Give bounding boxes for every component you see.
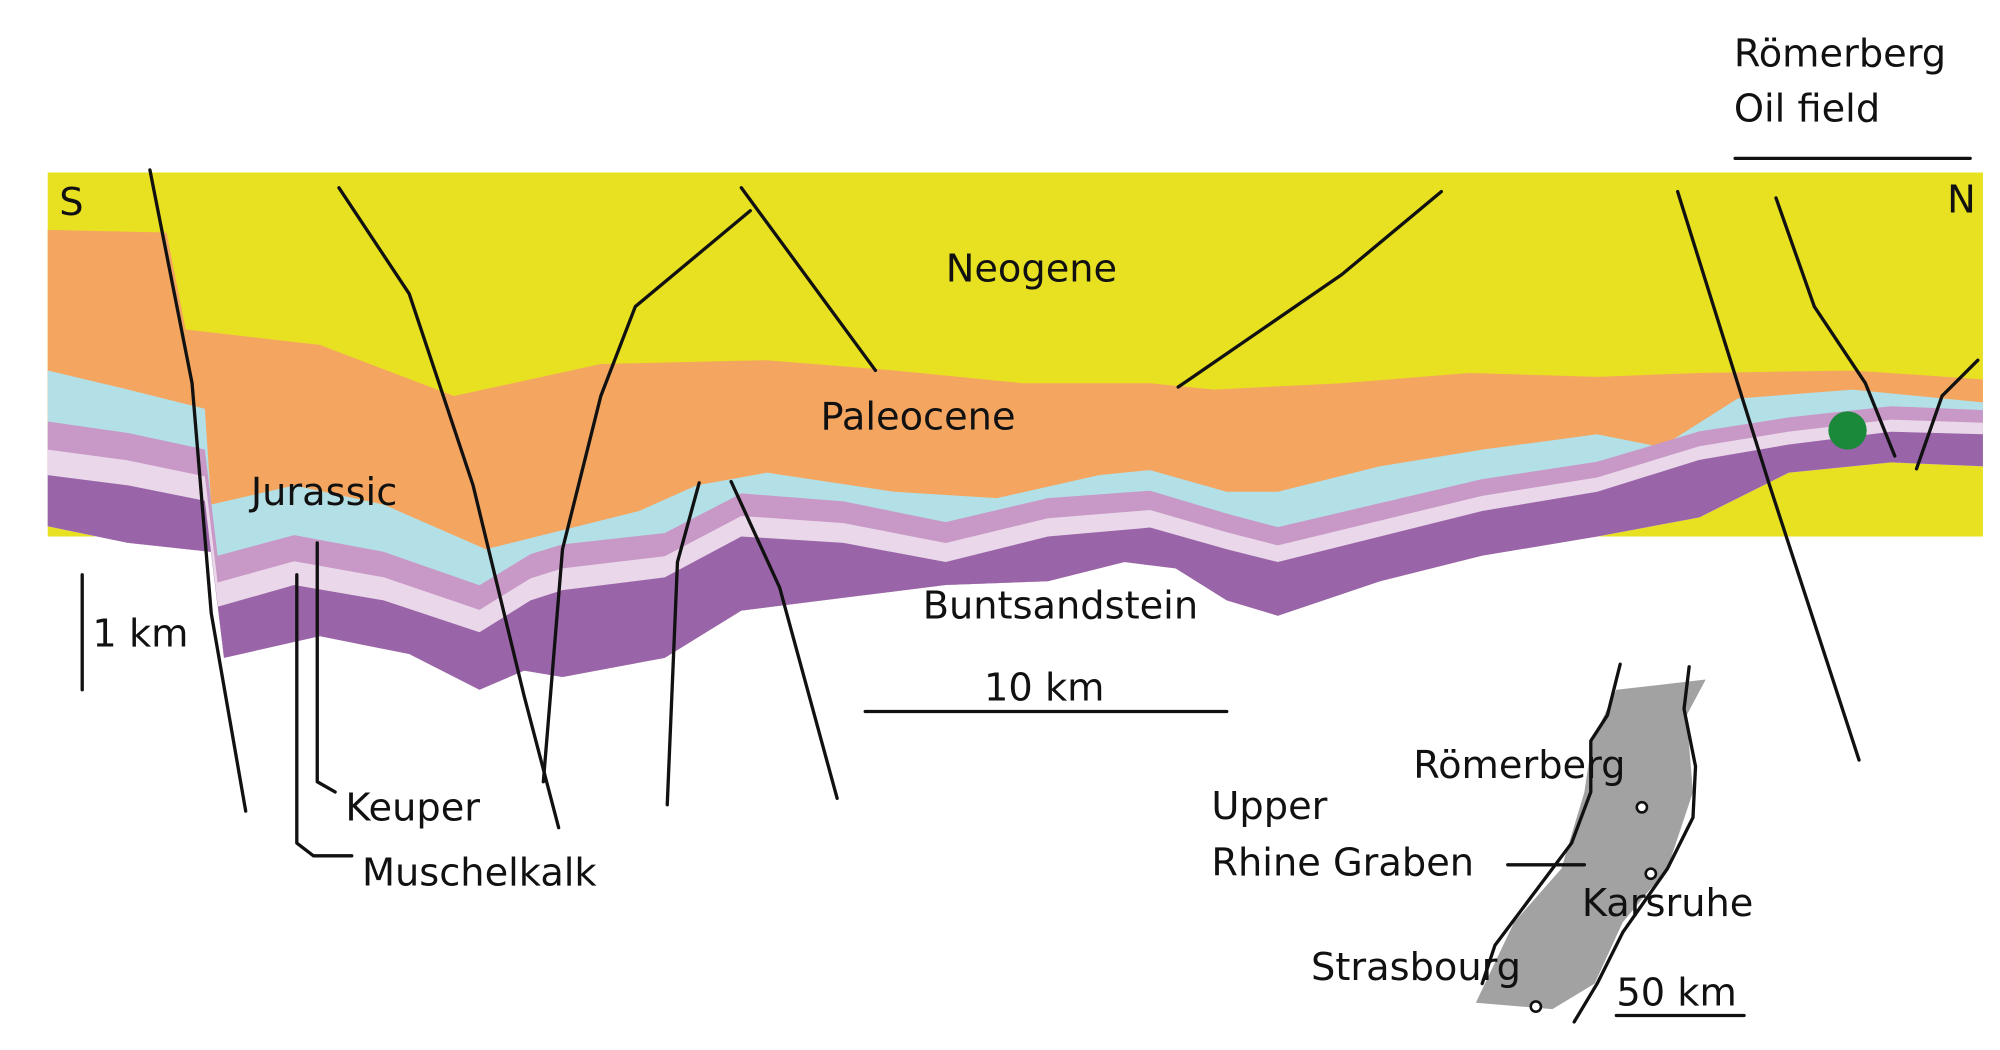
fault <box>1774 196 1897 458</box>
fault <box>1675 189 1861 762</box>
fault <box>337 186 561 830</box>
title: Oil field <box>1734 87 1880 132</box>
leader <box>295 573 354 858</box>
scale-label: 10 km <box>984 665 1104 710</box>
title: Römerberg <box>1734 32 1946 77</box>
layer-label: Paleocene <box>821 394 1016 439</box>
city-marker <box>1529 1000 1543 1013</box>
city-marker <box>1635 800 1649 814</box>
region-label: Rhine Graben <box>1211 840 1474 885</box>
city-label: Römerberg <box>1413 743 1625 788</box>
graben-border <box>1480 662 1622 986</box>
layer-label: Buntsandstein <box>923 584 1198 629</box>
city-label: Karsruhe <box>1582 881 1754 926</box>
fault <box>1914 358 1980 471</box>
fault <box>729 479 839 801</box>
region-label: Upper <box>1211 784 1327 829</box>
stratum <box>47 431 1983 690</box>
fault <box>148 168 248 813</box>
layer-label: Jurassic <box>249 470 397 515</box>
graben-border <box>1572 665 1698 1024</box>
fault <box>739 186 878 373</box>
city-marker <box>1644 867 1658 881</box>
direction: N <box>1947 177 1976 222</box>
layer-label: Neogene <box>946 246 1117 291</box>
direction: S <box>59 180 83 225</box>
scale-label: 50 km <box>1616 971 1736 1016</box>
graben-area <box>1475 679 1706 1010</box>
fault <box>665 481 701 807</box>
oil-field-marker <box>1828 411 1867 450</box>
fault <box>541 209 752 784</box>
faults <box>148 168 1980 830</box>
fault <box>1176 189 1443 389</box>
layer-label: Keuper <box>345 785 480 830</box>
city-label: Strasbourg <box>1311 945 1521 990</box>
strata <box>47 172 1983 690</box>
leader <box>315 541 337 794</box>
scale-label: 1 km <box>92 612 188 657</box>
layer-label: Muschelkalk <box>362 851 597 896</box>
